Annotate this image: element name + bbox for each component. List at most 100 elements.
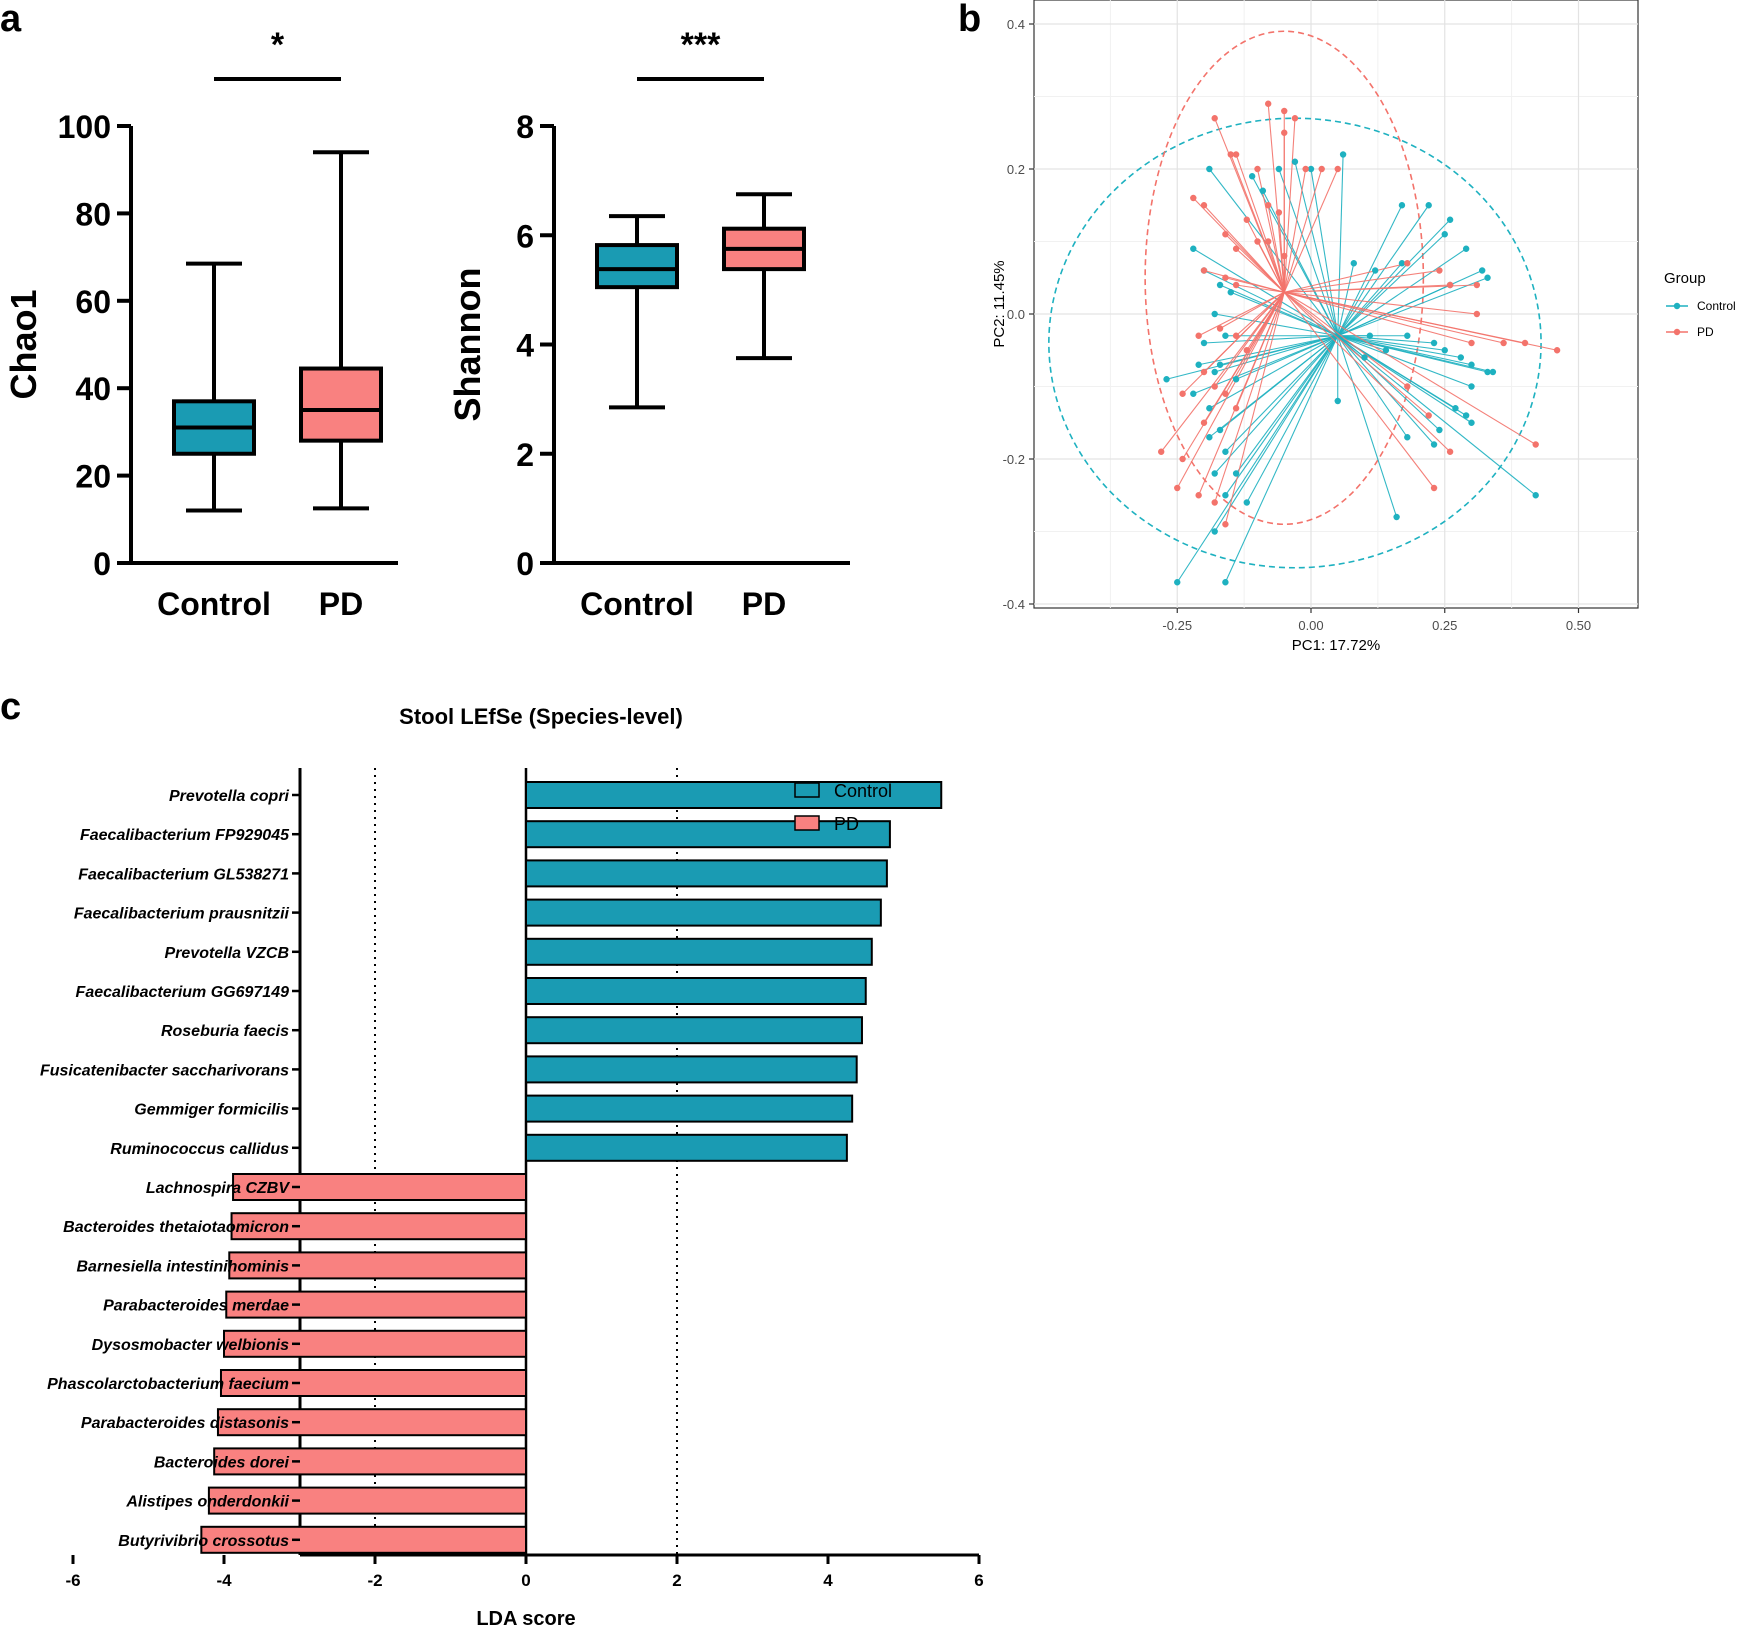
spoke-line <box>1182 291 1285 395</box>
point-control <box>1489 368 1497 376</box>
bar <box>525 859 888 888</box>
point-control <box>1163 376 1170 383</box>
spoke-line <box>1208 168 1339 337</box>
point-pd <box>1227 151 1234 158</box>
point-pd <box>1473 310 1481 318</box>
spoke-line <box>1225 335 1339 453</box>
y-tick-label: Bacteroides thetaiotaomicron <box>63 1219 289 1236</box>
point-control <box>1291 158 1299 165</box>
point-pd <box>1318 165 1325 173</box>
y-tick-label: 4 <box>516 328 534 364</box>
y-tick-label: 6 <box>516 218 534 254</box>
point-control <box>1457 354 1465 361</box>
spoke-line <box>1337 204 1430 337</box>
point-pd <box>1179 455 1186 463</box>
point-pd <box>1425 412 1432 419</box>
spoke-line <box>1310 168 1339 336</box>
significance-stars: * <box>271 26 285 64</box>
spoke-line <box>1337 335 1445 351</box>
bar <box>525 1055 858 1084</box>
spoke-line <box>1337 154 1344 336</box>
x-tick-label: 0.00 <box>1298 618 1323 633</box>
point-control <box>1452 405 1459 412</box>
spoke-line <box>1337 335 1537 496</box>
point-pd <box>1404 383 1411 390</box>
legend-title: Group <box>1664 270 1706 287</box>
point-control <box>1216 426 1224 434</box>
spoke-line <box>1283 291 1451 453</box>
point-control <box>1441 231 1448 238</box>
spoke-line <box>1283 291 1408 387</box>
point-pd <box>1430 484 1438 492</box>
spoke-line <box>1283 291 1435 489</box>
spoke-line <box>1337 205 1403 336</box>
significance-stars: *** <box>681 26 721 64</box>
bar <box>200 1525 527 1554</box>
y-tick-label: 2 <box>516 437 534 473</box>
y-tick-label: 80 <box>75 196 111 232</box>
point-control <box>1382 347 1390 354</box>
point-control <box>1334 397 1341 405</box>
point-control <box>1441 347 1448 354</box>
panel-label-a: a <box>0 0 22 40</box>
spoke-line <box>1267 241 1285 293</box>
point-pd <box>1211 115 1218 122</box>
x-tick-label: 0 <box>521 1571 530 1590</box>
point-pd <box>1473 281 1481 289</box>
y-tick-label: 0.4 <box>1007 17 1025 32</box>
y-tick-label: Faecalibacterium GL538271 <box>78 866 289 883</box>
legend-key-point <box>1673 328 1681 336</box>
point-pd <box>1334 165 1341 173</box>
spoke-line <box>1198 292 1285 496</box>
y-tick-label: 20 <box>75 459 111 495</box>
spoke-line <box>1198 335 1338 366</box>
point-pd <box>1200 202 1208 209</box>
point-control <box>1222 579 1229 586</box>
shannon-chart: 0 2 4 6 8 Shannon Control PD *** <box>447 26 850 622</box>
spoke-line <box>1198 291 1285 337</box>
y-tick-label: Faecalibacterium GG697149 <box>76 984 290 1001</box>
y-tick-label: Butyrivibrio crossotus <box>118 1533 289 1550</box>
spoke-line <box>1203 204 1285 293</box>
spoke-line <box>1337 248 1467 337</box>
bar <box>213 1447 527 1476</box>
bar <box>525 937 873 966</box>
y-tick-label: 8 <box>516 109 534 145</box>
spoke-line <box>1203 335 1338 344</box>
point-pd <box>1232 151 1240 158</box>
x-tick-label: Control <box>157 586 271 622</box>
point-pd <box>1281 107 1288 115</box>
point-control <box>1425 202 1432 209</box>
point-control <box>1232 470 1240 477</box>
point-pd <box>1281 129 1288 136</box>
spoke-line <box>1235 248 1285 293</box>
point-control <box>1398 202 1406 209</box>
y-tick-label: Alistipes onderdonkii <box>125 1494 289 1511</box>
y-tick-label: 0.0 <box>1007 307 1025 322</box>
point-control <box>1361 354 1368 361</box>
point-control <box>1404 434 1411 441</box>
y-tick-label: Parabacteroides distasonis <box>81 1415 289 1432</box>
spoke-line <box>1225 277 1285 293</box>
spoke-line <box>1267 205 1285 293</box>
panel-label-c: c <box>0 686 22 728</box>
point-control <box>1243 499 1251 506</box>
spoke-line <box>1235 335 1339 474</box>
spoke-line <box>1284 291 1472 344</box>
point-control <box>1404 332 1411 339</box>
y-tick-label: Phascolarctobacterium faecium <box>47 1376 289 1393</box>
spoke-line <box>1235 154 1285 293</box>
point-pd <box>1200 267 1208 274</box>
spoke-line <box>1337 335 1494 373</box>
y-tick-label: 0.2 <box>1007 162 1025 177</box>
spoke-line <box>1182 291 1285 460</box>
y-tick-label: Faecalibacterium FP929045 <box>80 827 290 844</box>
x-tick-label: -2 <box>367 1571 382 1590</box>
spoke-line <box>1278 168 1339 336</box>
box-pd <box>299 366 383 443</box>
x-tick-label: 0.25 <box>1432 618 1457 633</box>
point-pd <box>1158 448 1165 455</box>
spoke-line <box>1176 291 1285 489</box>
point-control <box>1430 339 1438 347</box>
spoke-line <box>1337 335 1440 431</box>
